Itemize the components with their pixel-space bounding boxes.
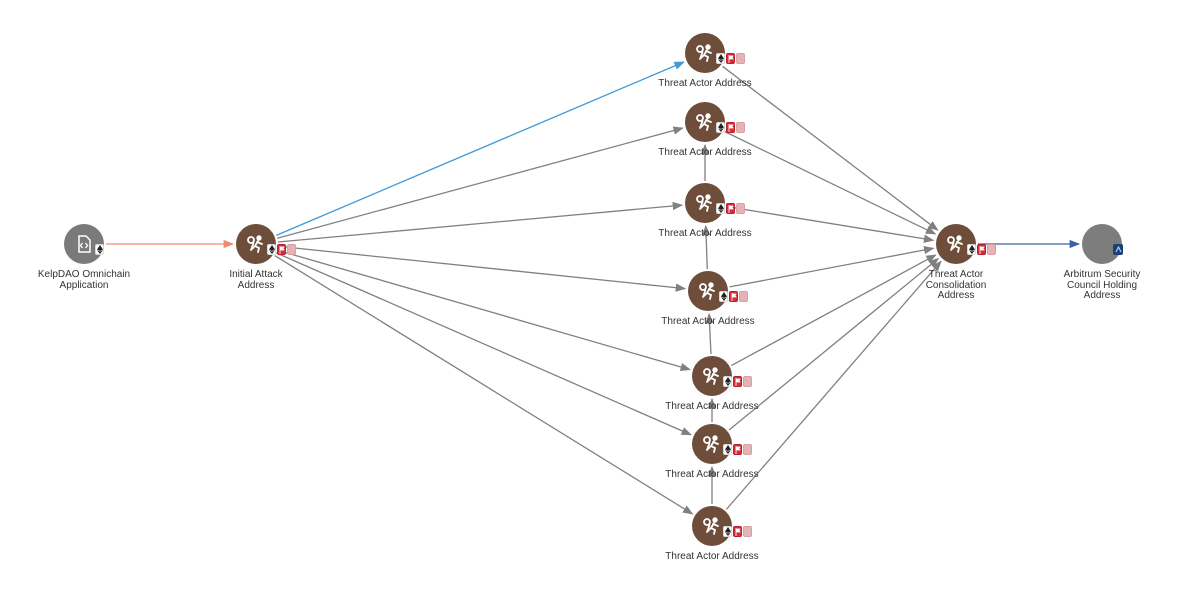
pale-flag-icon [736,53,745,64]
node-badges [723,526,752,537]
node-badges [1113,244,1123,255]
node-label-t4: Threat Actor Address [661,316,755,327]
ethereum-icon [723,526,732,537]
ethereum-icon [716,53,725,64]
node-label-t3: Threat Actor Address [658,228,752,239]
node-badges [967,244,996,255]
node-label-t7: Threat Actor Address [665,551,759,562]
pale-flag-icon [743,376,752,387]
ethereum-icon [716,203,725,214]
node-badges [716,53,745,64]
pale-flag-icon [743,526,752,537]
ethereum-icon [95,244,104,255]
flag-icon [729,291,738,302]
node-badges [723,444,752,455]
edge-t1-to-consolidation[interactable] [722,65,939,231]
node-label-arbitrum: Arbitrum Security Council Holding Addres… [1063,269,1141,301]
flag-icon [977,244,986,255]
pale-flag-icon [287,244,296,255]
node-label-t2: Threat Actor Address [658,147,752,158]
node-source[interactable] [64,224,104,264]
edge-initial-to-t7[interactable] [274,255,694,515]
node-badges [719,291,748,302]
node-t6[interactable] [692,424,752,464]
node-t7[interactable] [692,506,752,546]
flag-icon [733,376,742,387]
flag-icon [733,444,742,455]
node-arbitrum[interactable] [1082,224,1123,264]
edge-t5-to-t4[interactable] [705,312,714,355]
edge-initial-to-t6[interactable] [275,252,692,436]
edge-initial-to-t3[interactable] [277,201,684,243]
node-label-t1: Threat Actor Address [658,78,752,89]
flag-icon [733,526,742,537]
node-badges [723,376,752,387]
edge-t3-to-consolidation[interactable] [726,205,935,243]
node-initial[interactable] [236,224,296,264]
edge-t6-to-consolidation[interactable] [728,257,940,431]
pale-flag-icon [739,291,748,302]
node-label-t6: Threat Actor Address [665,469,759,480]
node-label-t5: Threat Actor Address [665,401,759,412]
flag-icon [726,53,735,64]
edge-t2-to-consolidation[interactable] [724,131,937,235]
node-consolidation[interactable] [936,224,996,264]
node-badges [716,122,745,133]
edge-t4-to-consolidation[interactable] [729,245,935,288]
edge-initial-to-t1[interactable] [275,61,685,236]
node-label-source: KelpDAO Omnichain Application [37,269,131,291]
ethereum-icon [716,122,725,133]
pale-flag-icon [987,244,996,255]
node-label-initial: Initial Attack Address [229,269,283,291]
node-t1[interactable] [685,33,745,73]
pale-flag-icon [743,444,752,455]
edge-initial-to-t5[interactable] [276,249,691,371]
flag-icon [726,122,735,133]
node-label-consolidation: Threat Actor Consolidation Address [925,269,987,301]
node-badges [95,244,104,255]
flag-icon [726,203,735,214]
node-t4[interactable] [688,271,748,311]
ethereum-icon [723,376,732,387]
edge-initial-to-t2[interactable] [277,126,684,239]
edge-t4-to-t3[interactable] [701,224,711,270]
ethereum-icon [719,291,728,302]
ethereum-icon [967,244,976,255]
node-t2[interactable] [685,102,745,142]
flag-icon [277,244,286,255]
arbitrum-icon [1113,244,1123,255]
edge-t7-to-consolidation[interactable] [725,260,942,510]
pale-flag-icon [736,122,745,133]
node-t5[interactable] [692,356,752,396]
edge-t5-to-consolidation[interactable] [731,254,937,367]
pale-flag-icon [736,203,745,214]
node-badges [267,244,296,255]
ethereum-icon [267,244,276,255]
edge-initial-to-t4[interactable] [277,245,687,292]
node-t3[interactable] [685,183,745,223]
ethereum-icon [723,444,732,455]
node-badges [716,203,745,214]
threat-actor-icon[interactable] [236,224,276,264]
